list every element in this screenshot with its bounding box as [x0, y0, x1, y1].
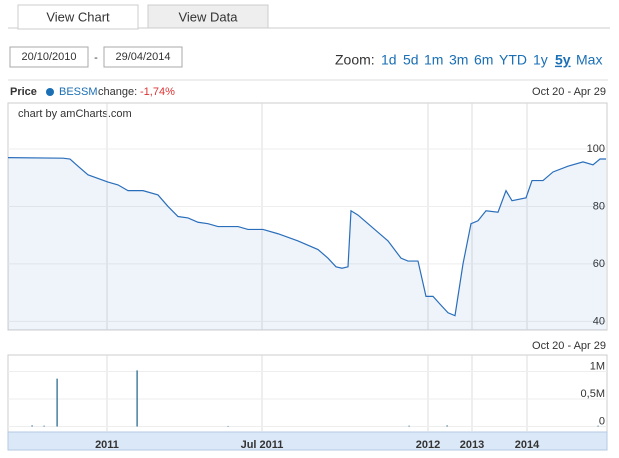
volume-bar: [136, 370, 138, 427]
volume-bar: [31, 425, 33, 427]
credit: chart by amCharts.com: [18, 108, 132, 120]
tab-active[interactable]: [17, 4, 139, 30]
tab-label[interactable]: View Chart: [46, 9, 110, 24]
volume-bar: [56, 378, 58, 427]
zoom-option[interactable]: 5d: [403, 52, 419, 68]
y-tick-label: 1M: [590, 360, 605, 372]
zoom-option[interactable]: 1m: [424, 52, 443, 68]
y-tick-label: 100: [587, 143, 605, 155]
y-tick-label: 40: [593, 315, 605, 327]
date-input[interactable]: [103, 46, 183, 68]
panel-title: Price: [10, 86, 37, 98]
zoom-option[interactable]: 5y: [555, 52, 571, 68]
zoom-option[interactable]: 6m: [474, 52, 493, 68]
legend-marker: [46, 88, 54, 96]
date-separator: -: [94, 52, 98, 64]
change-value: -1,74%: [140, 86, 175, 98]
volume-bar: [446, 425, 448, 427]
scrollbar[interactable]: [7, 431, 608, 451]
date-to[interactable]: 29/04/2014: [115, 51, 170, 63]
volume-bar: [408, 425, 410, 427]
period: Oct 20 - Apr 29: [532, 340, 606, 352]
tab[interactable]: [147, 4, 269, 29]
volume-bar: [43, 425, 45, 427]
zoom-option[interactable]: 1y: [533, 52, 548, 68]
volume-area: [7, 354, 608, 433]
date-from[interactable]: 20/10/2010: [21, 51, 76, 63]
tab-label[interactable]: View Data: [178, 9, 238, 24]
zoom-label: Zoom:: [335, 52, 375, 68]
zoom-option[interactable]: 3m: [449, 52, 468, 68]
price-area: [8, 157, 606, 330]
y-tick-label: 0,5M: [581, 388, 605, 400]
zoom-option[interactable]: 1d: [381, 52, 397, 68]
y-tick-label: 0: [599, 415, 605, 427]
plot-area: [7, 102, 608, 331]
change-label: change:: [98, 86, 137, 98]
x-tick-label: 2014: [515, 439, 540, 451]
y-tick-label: 60: [593, 258, 605, 270]
x-tick-label: 2012: [416, 439, 440, 451]
x-tick-label: Jul 2011: [241, 439, 284, 451]
x-tick-label: 2011: [95, 439, 119, 451]
price-line: [7, 156, 606, 317]
zoom-option[interactable]: YTD: [499, 52, 527, 68]
legend-label: BESSM: [59, 86, 98, 98]
x-tick-label: 2013: [460, 439, 484, 451]
date-input[interactable]: [9, 46, 89, 68]
period: Oct 20 - Apr 29: [532, 86, 606, 98]
y-tick-label: 80: [593, 200, 605, 212]
zoom-option[interactable]: Max: [576, 52, 602, 68]
volume-bar: [597, 425, 599, 427]
volume-bar: [227, 425, 229, 427]
